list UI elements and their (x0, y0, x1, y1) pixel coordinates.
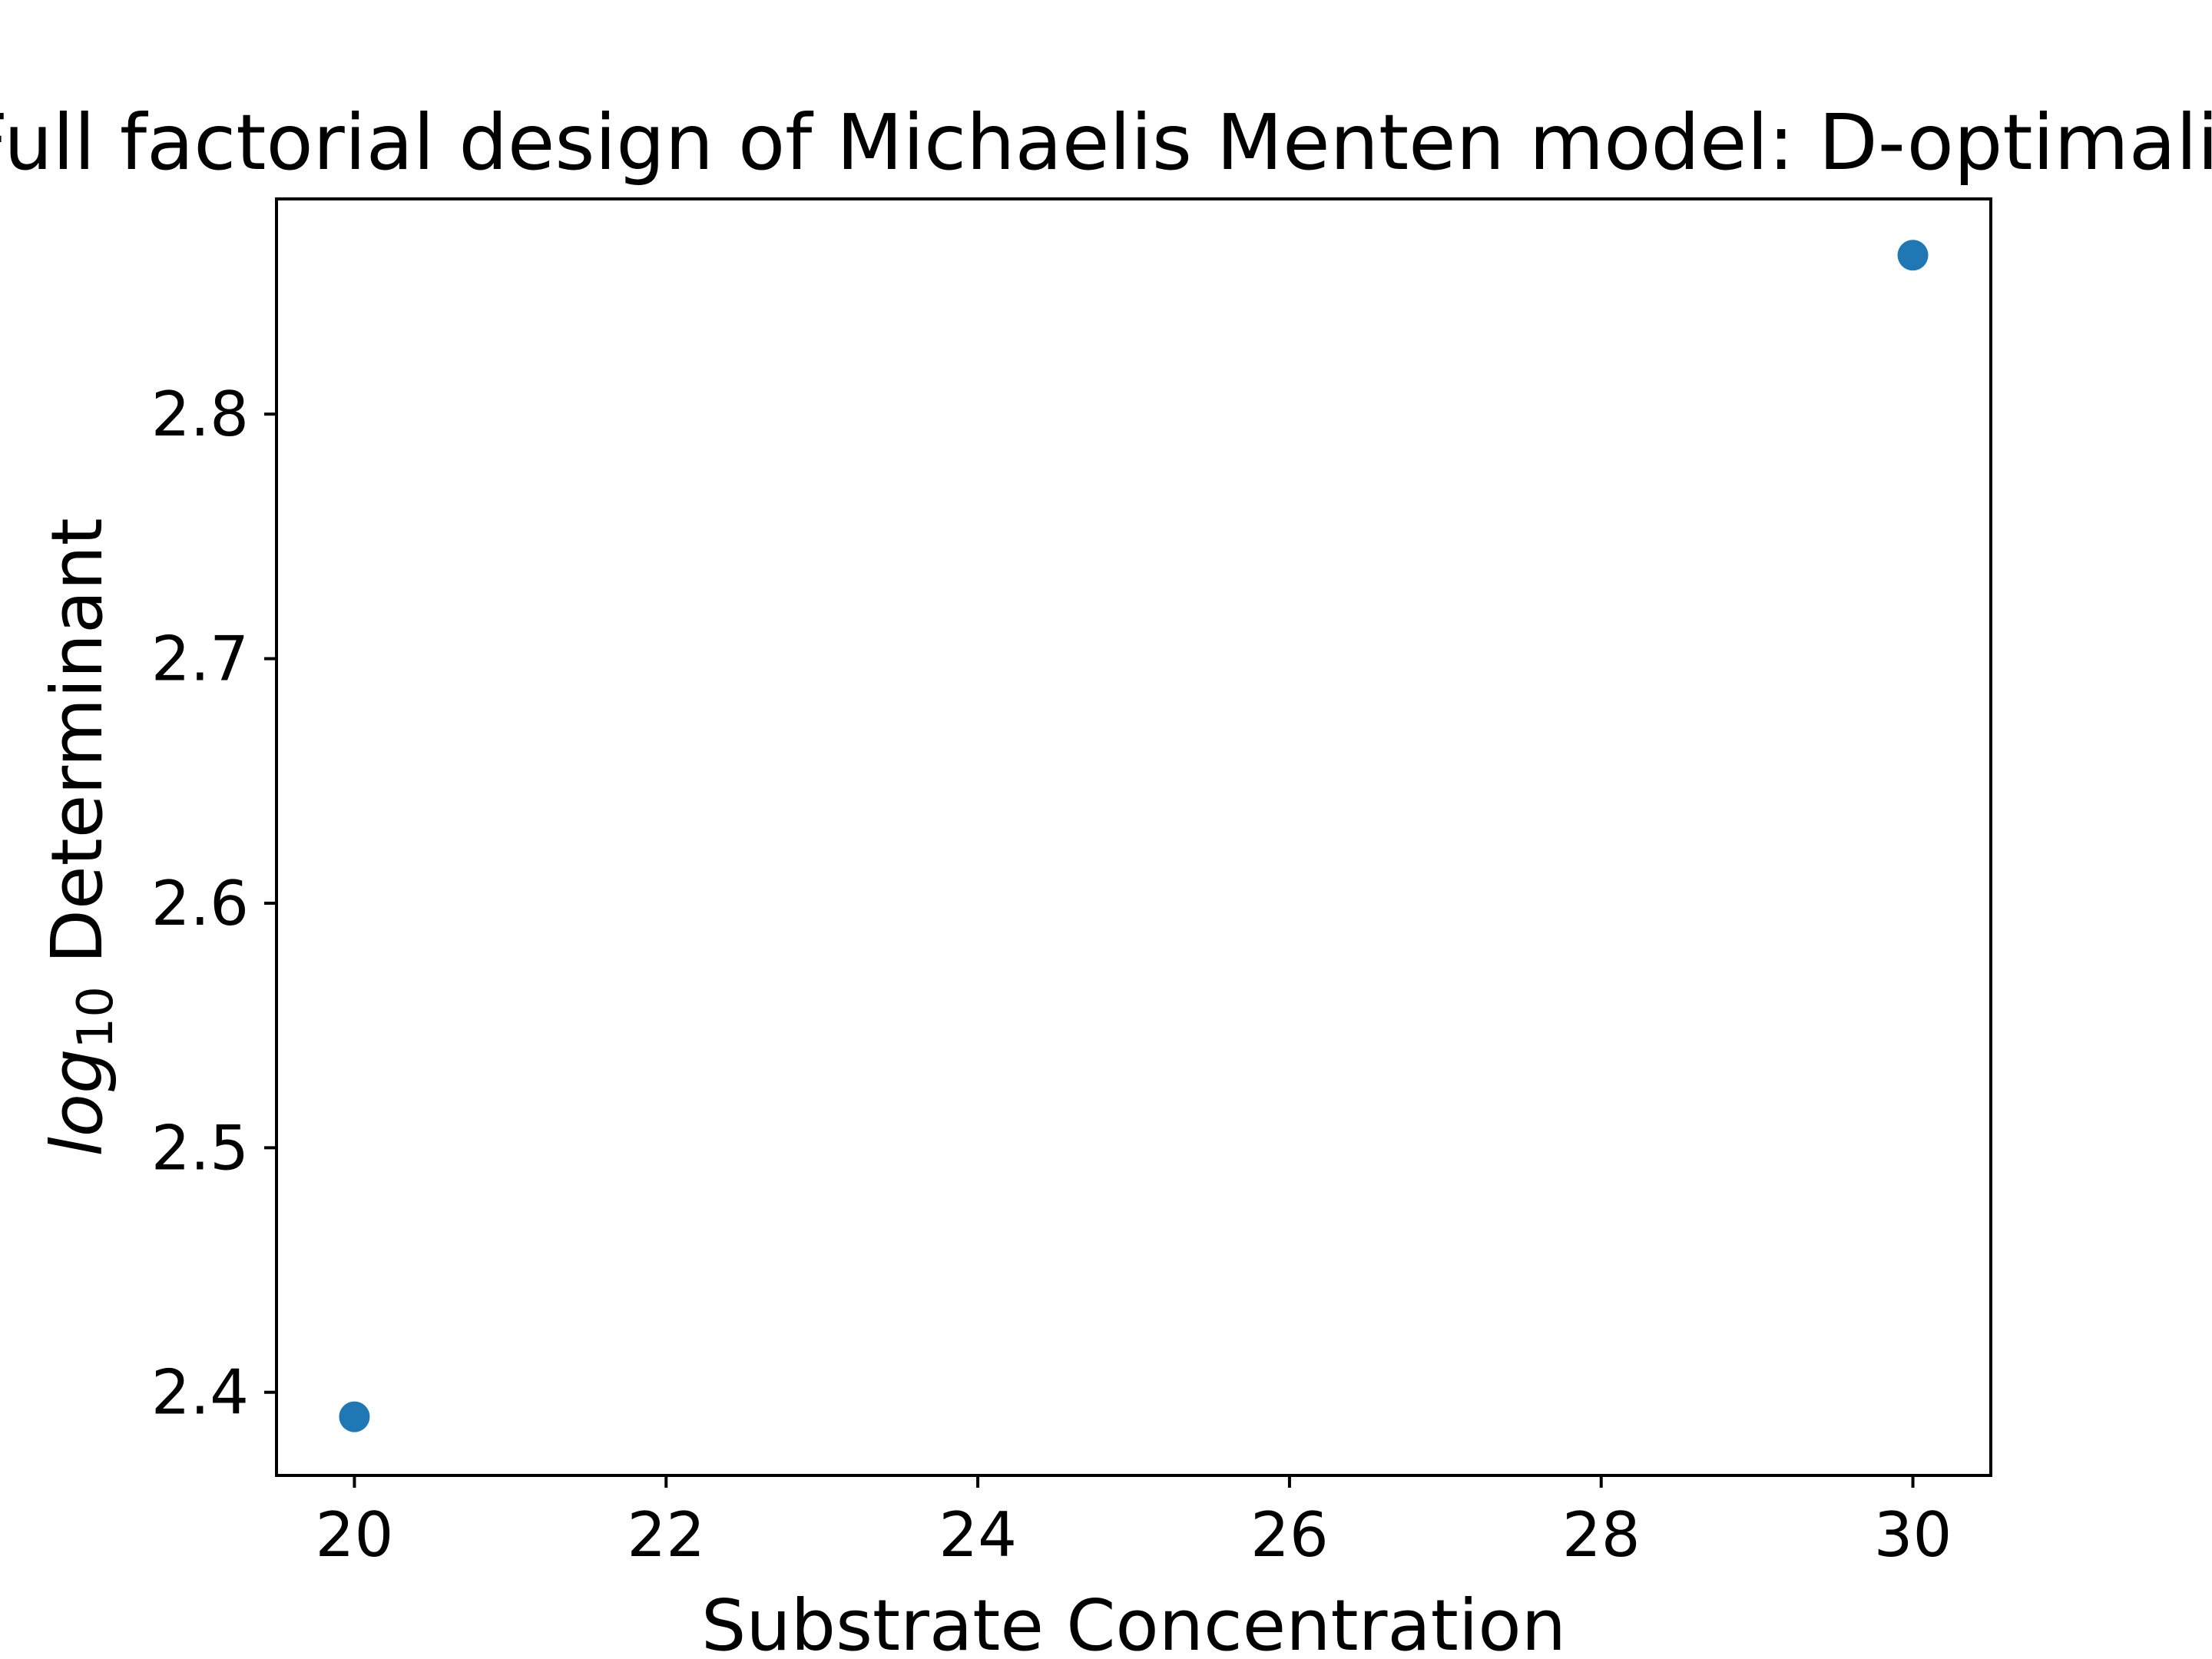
y-tick-label: 2.7 (151, 624, 249, 695)
chart-title: Full factorial design of Michaelis Mente… (0, 98, 2212, 187)
y-axis-label: log10 Determinant (36, 518, 124, 1157)
data-point (1897, 240, 1929, 271)
x-axis-label: Substrate Concentration (701, 1584, 1566, 1659)
y-axis-label-subscript: 10 (68, 986, 124, 1048)
y-tick-label: 2.4 (151, 1357, 249, 1429)
x-tick-label: 24 (939, 1499, 1017, 1571)
x-tick-label: 26 (1250, 1499, 1329, 1571)
x-axis-ticks: 20 22 24 26 28 30 (316, 1475, 1952, 1571)
data-point (339, 1401, 370, 1432)
x-tick-label: 28 (1562, 1499, 1641, 1571)
y-axis-label-suffix: Determinant (36, 518, 118, 986)
x-tick-label: 22 (627, 1499, 705, 1571)
x-tick-label: 30 (1874, 1499, 1952, 1571)
x-tick-label: 20 (316, 1499, 394, 1571)
y-tick-label: 2.5 (151, 1112, 249, 1184)
y-axis-label-log: log (36, 1049, 118, 1157)
plot-area-frame (275, 197, 1992, 1477)
y-axis-ticks: 2.4 2.5 2.6 2.7 2.8 (151, 379, 276, 1429)
data-points (339, 240, 1929, 1432)
y-tick-label: 2.8 (151, 379, 249, 450)
y-tick-label: 2.6 (151, 868, 249, 939)
